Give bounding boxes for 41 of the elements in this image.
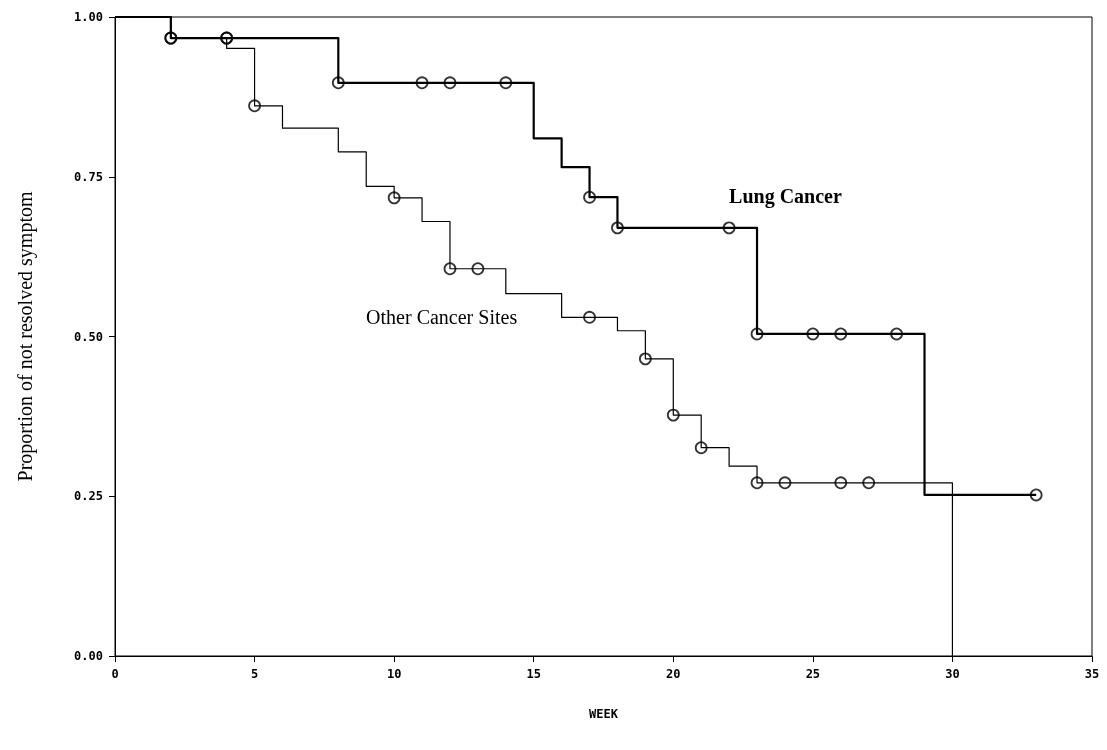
point: [248, 99, 261, 113]
point: [750, 476, 764, 490]
point: [666, 408, 680, 422]
point: [806, 327, 820, 341]
series-label: Lung Cancer: [729, 184, 842, 208]
point: [443, 76, 457, 90]
point: [834, 476, 848, 490]
y-tick-label: 0.25: [74, 489, 103, 504]
point: [611, 221, 624, 235]
point: [583, 190, 596, 204]
x-tick-label: 20: [666, 667, 681, 681]
point: [834, 327, 848, 341]
point: [638, 352, 652, 366]
x-axis-title: WEEK: [589, 707, 619, 721]
point: [499, 76, 513, 90]
x-tick-label: 30: [945, 667, 960, 681]
x-tick-label: 10: [386, 667, 402, 681]
x-tick-label: 0: [111, 667, 119, 681]
point: [694, 441, 708, 455]
point: [471, 262, 485, 276]
point: [862, 476, 876, 490]
x-tick-label: 5: [250, 667, 259, 681]
point: [750, 327, 764, 341]
y-tick-label: 0.50: [74, 329, 103, 344]
y-tick-label: 0.00: [74, 649, 103, 663]
point: [890, 327, 903, 341]
point: [415, 76, 429, 90]
point: [583, 310, 596, 324]
point: [1029, 488, 1043, 502]
y-axis-title: Proportion of not resolved symptom: [14, 191, 37, 482]
point: [331, 76, 345, 90]
x-tick-label: 25: [805, 667, 821, 681]
point: [387, 191, 401, 205]
point: [778, 476, 792, 490]
point: [722, 221, 736, 235]
series-label: Other Cancer Sites: [366, 306, 518, 329]
point: [443, 262, 457, 276]
x-tick-label: 15: [526, 667, 541, 681]
x-tick-label: 35: [1084, 667, 1100, 681]
y-tick-label: 0.75: [74, 169, 103, 184]
y-tick-label: 1.00: [74, 10, 103, 24]
